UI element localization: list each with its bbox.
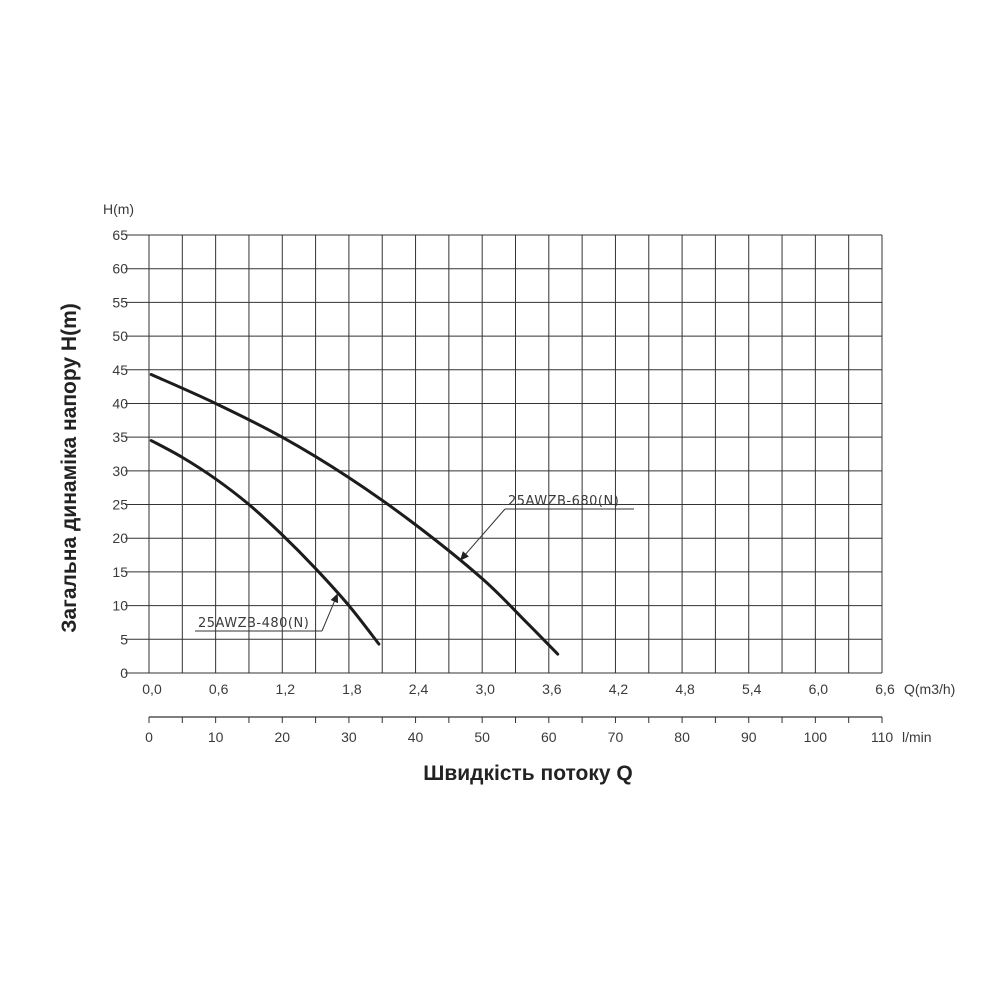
x-tick-label: 6,0 — [809, 681, 829, 697]
x2-tick-label: 60 — [541, 729, 557, 745]
x2-tick-label: 50 — [474, 729, 490, 745]
y-tick-label: 0 — [120, 665, 128, 681]
grid — [148, 234, 883, 674]
x2-tick-label: 70 — [608, 729, 624, 745]
x2-tick-label: 80 — [674, 729, 690, 745]
series-leader-line — [459, 508, 506, 562]
x-tick-label: 0,0 — [142, 681, 162, 697]
x2-tick-label: 20 — [274, 729, 290, 745]
series-arrowhead — [330, 593, 339, 604]
x-tick-label: 1,8 — [342, 681, 362, 697]
y-axis-title: Загальна динаміка напору H(m) — [58, 303, 81, 632]
y-tick-label: 60 — [112, 261, 128, 277]
x-tick-label: 0,6 — [209, 681, 229, 697]
x-axis-title: Швидкість потоку Q — [423, 762, 633, 785]
x-tick-label: 2,4 — [409, 681, 429, 697]
series-lines — [149, 372, 560, 656]
series-label: 25AWZB-680(N) — [508, 494, 619, 509]
x2-tick-label: 110 — [871, 729, 894, 745]
y-tick-label: 20 — [112, 530, 128, 546]
x-tick-label: 3,0 — [475, 681, 495, 697]
series-annotations: 25AWZB-480(N) 25AWZB-680(N) — [195, 494, 634, 632]
x-tick-label: 1,2 — [276, 681, 296, 697]
y-tick-label: 15 — [112, 564, 128, 580]
y-unit-label: H(m) — [103, 201, 134, 217]
x-tick-label: 6,6 — [875, 681, 895, 697]
y-tick-label: 5 — [120, 631, 128, 647]
x-tick-label: 5,4 — [742, 681, 762, 697]
x-tick-label: 3,6 — [542, 681, 562, 697]
y-tick-label: 25 — [112, 497, 128, 513]
x2-tick-label: 100 — [804, 729, 828, 745]
series-line — [149, 372, 560, 656]
y-tick-label: 35 — [112, 429, 128, 445]
y-tick-label: 45 — [112, 362, 128, 378]
y-tick-label: 30 — [112, 463, 128, 479]
x2-tick-label: 30 — [341, 729, 357, 745]
x2-tick-label: 10 — [208, 729, 224, 745]
x-tick-label: 4,8 — [675, 681, 695, 697]
y-tick-label: 10 — [112, 598, 128, 614]
y-tick-label: 50 — [112, 328, 128, 344]
series-label: 25AWZB-480(N) — [198, 616, 309, 631]
x2-tick-label: 90 — [741, 729, 757, 745]
y-tick-label: 40 — [112, 395, 128, 411]
x2-tick-label: 40 — [408, 729, 424, 745]
y-tick-label: 65 — [112, 227, 128, 243]
x-unit-label: Q(m3/h) — [904, 681, 955, 697]
x-tick-label: 4,2 — [609, 681, 629, 697]
x2-unit-label: l/min — [902, 729, 932, 745]
y-tick-label: 55 — [112, 294, 128, 310]
series-arrowhead — [459, 551, 469, 561]
x2-tick-label: 0 — [145, 729, 153, 745]
series-line — [149, 439, 381, 646]
